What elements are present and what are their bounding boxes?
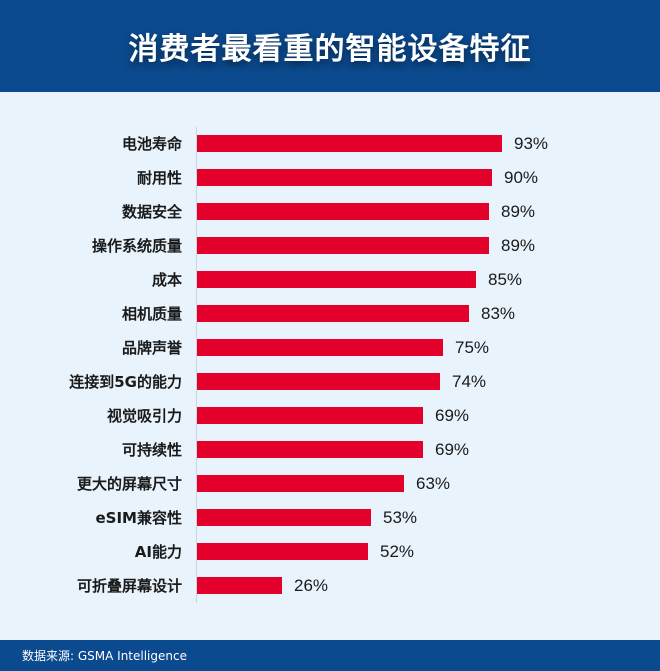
value-label: 89% xyxy=(501,202,536,221)
value-label: 75% xyxy=(455,338,490,357)
bar xyxy=(197,509,371,526)
bar-chart: 电池寿命 93% 耐用性 90% 数据安全 89% 操作系统质量 89% 成本 85% 相机质量 83… xyxy=(0,92,660,640)
category-label: 可折叠屏幕设计 xyxy=(76,577,182,595)
bar-row: 品牌声誉 75% xyxy=(0,331,660,365)
bar xyxy=(197,237,489,254)
bar-row: eSIM兼容性 53% xyxy=(0,501,660,535)
bar xyxy=(197,543,368,560)
bar xyxy=(197,407,423,424)
bar xyxy=(197,169,492,186)
category-label: 连接到5G的能力 xyxy=(69,373,182,391)
bar-row: 可持续性 69% xyxy=(0,433,660,467)
value-label: 53% xyxy=(383,508,418,527)
value-label: 69% xyxy=(435,440,470,459)
value-label: 90% xyxy=(504,168,539,187)
category-label: 耐用性 xyxy=(136,169,182,187)
y-axis-line xyxy=(196,127,197,603)
category-label: 更大的屏幕尺寸 xyxy=(76,475,182,493)
bar-row: 成本 85% xyxy=(0,263,660,297)
value-label: 26% xyxy=(294,576,329,595)
category-label: 可持续性 xyxy=(121,441,182,459)
category-label: 成本 xyxy=(151,271,182,289)
value-label: 69% xyxy=(435,406,470,425)
bar xyxy=(197,271,476,288)
category-label: eSIM兼容性 xyxy=(95,509,183,527)
bar-row: 更大的屏幕尺寸 63% xyxy=(0,467,660,501)
chart-title: 消费者最看重的智能设备特征 xyxy=(128,32,532,67)
category-label: 操作系统质量 xyxy=(91,237,182,255)
category-label: 品牌声誉 xyxy=(121,339,182,357)
value-label: 83% xyxy=(481,304,516,323)
bar xyxy=(197,305,469,322)
bar xyxy=(197,373,440,390)
value-label: 52% xyxy=(380,542,415,561)
bar-row: AI能力 52% xyxy=(0,535,660,569)
bar-row: 耐用性 90% xyxy=(0,161,660,195)
chart-footer: 数据来源: GSMA Intelligence xyxy=(0,640,660,671)
category-label: 电池寿命 xyxy=(121,135,182,153)
value-label: 63% xyxy=(416,474,451,493)
value-label: 93% xyxy=(514,134,549,153)
bar xyxy=(197,475,404,492)
bar-row: 数据安全 89% xyxy=(0,195,660,229)
data-source: 数据来源: GSMA Intelligence xyxy=(22,649,187,663)
bar xyxy=(197,339,443,356)
bar-row: 可折叠屏幕设计 26% xyxy=(0,569,660,603)
bar xyxy=(197,577,282,594)
bar-row: 电池寿命 93% xyxy=(0,127,660,161)
category-label: 视觉吸引力 xyxy=(106,407,182,425)
value-label: 89% xyxy=(501,236,536,255)
bar-row: 操作系统质量 89% xyxy=(0,229,660,263)
bar xyxy=(197,203,489,220)
category-label: AI能力 xyxy=(134,543,182,561)
bar-row: 视觉吸引力 69% xyxy=(0,399,660,433)
chart-header: 消费者最看重的智能设备特征 xyxy=(0,0,660,92)
bar xyxy=(197,441,423,458)
category-label: 数据安全 xyxy=(121,203,182,221)
bar xyxy=(197,135,502,152)
category-label: 相机质量 xyxy=(121,305,182,323)
bar-row: 连接到5G的能力 74% xyxy=(0,365,660,399)
value-label: 85% xyxy=(488,270,523,289)
bar-row: 相机质量 83% xyxy=(0,297,660,331)
value-label: 74% xyxy=(452,372,487,391)
